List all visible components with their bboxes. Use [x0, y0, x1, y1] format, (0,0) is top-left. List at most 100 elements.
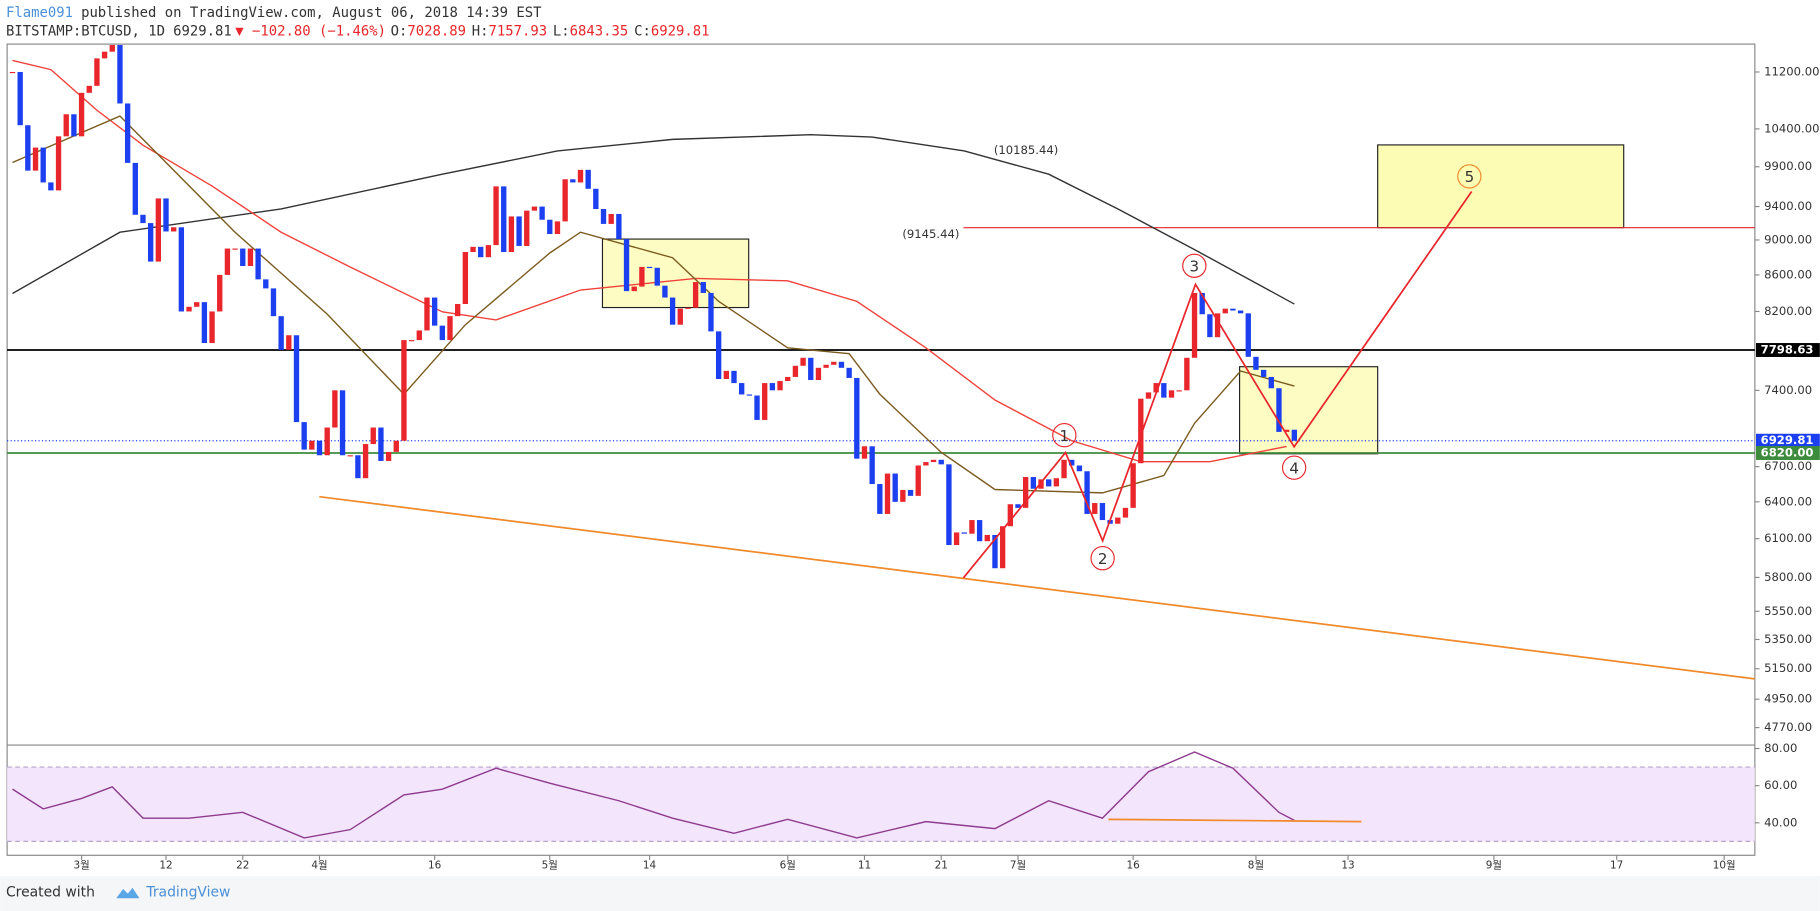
published-text: published on TradingView.com, August 06,…	[81, 5, 542, 21]
candle	[355, 455, 361, 479]
candle	[1168, 390, 1175, 398]
candle	[1099, 503, 1106, 521]
candle	[25, 125, 31, 171]
annotations: (9145.44) (10185.44)	[319, 143, 1755, 680]
x-tick-label: 11	[858, 860, 871, 872]
moving-average	[12, 115, 1295, 494]
candle	[278, 316, 284, 350]
candle	[623, 239, 630, 292]
candle	[462, 252, 469, 305]
change: ▼ −102.80 (−1.46%)	[235, 23, 386, 39]
candle	[754, 395, 760, 420]
candle	[762, 383, 768, 420]
candle	[1291, 429, 1297, 441]
x-tick-label: 10월	[1713, 860, 1736, 872]
x-tick-label: 22	[236, 860, 249, 872]
price-label-bg	[1756, 343, 1820, 357]
ohlc-label: H:	[472, 23, 489, 39]
candle	[777, 381, 783, 391]
brand-logo	[116, 887, 140, 899]
candle	[631, 286, 637, 292]
candle	[1260, 369, 1267, 377]
publisher[interactable]: Flame091	[6, 5, 73, 21]
y-tick-label: 9000.00	[1764, 232, 1812, 246]
header-line: Flame091 published on TradingView.com, Au…	[6, 5, 542, 21]
candle	[485, 245, 492, 258]
candle	[1038, 479, 1044, 489]
candle	[854, 377, 860, 459]
candle	[731, 370, 737, 384]
y-tick-label: 11200.00	[1764, 64, 1819, 78]
candle	[1237, 310, 1244, 314]
candle	[570, 179, 576, 183]
ohlc-value: 7157.93	[489, 23, 548, 39]
y-tick-label: 6100.00	[1764, 531, 1812, 545]
x-tick-label: 16	[428, 860, 441, 872]
candle	[669, 297, 676, 325]
candle	[270, 288, 277, 317]
candle	[547, 219, 553, 235]
candle	[1199, 292, 1205, 315]
candle	[455, 304, 461, 317]
candle	[562, 179, 568, 222]
x-tick-label: 4월	[311, 860, 327, 872]
ohlc-value: 6843.35	[570, 23, 629, 39]
target-note-label: (10185.44)	[994, 143, 1058, 157]
candle	[416, 330, 422, 341]
candle	[186, 306, 192, 312]
x-tick-label: 5월	[542, 860, 558, 872]
candle	[309, 440, 315, 450]
candle	[147, 223, 154, 262]
candle	[723, 370, 729, 379]
y-tick-label: 6400.00	[1764, 494, 1812, 508]
x-tick-label: 13	[1341, 860, 1354, 872]
candle	[232, 248, 238, 250]
candle	[1176, 390, 1182, 392]
candle	[930, 459, 937, 463]
y-tick-label: 5350.00	[1764, 632, 1812, 646]
candle	[1046, 479, 1052, 487]
candle	[808, 357, 814, 381]
moving-average	[12, 134, 1295, 305]
candle	[347, 455, 353, 457]
candle	[984, 534, 990, 542]
y-tick-label: 9900.00	[1764, 159, 1812, 173]
wave-label: 5	[1465, 168, 1475, 186]
candle	[708, 292, 714, 332]
candle	[1115, 517, 1121, 524]
candle	[892, 473, 898, 502]
candle	[746, 394, 753, 396]
candle	[900, 489, 906, 502]
candle	[539, 206, 545, 220]
candle	[171, 227, 177, 232]
candle	[370, 427, 376, 445]
candle	[1061, 459, 1067, 479]
x-tick-label: 9월	[1486, 860, 1502, 872]
candle	[593, 188, 599, 210]
candle	[393, 440, 399, 452]
wave-label: 4	[1289, 459, 1299, 477]
candle	[662, 285, 668, 298]
candle	[1138, 398, 1144, 464]
candle	[1207, 314, 1213, 338]
candle	[800, 357, 806, 366]
footer-brand[interactable]: TradingView	[145, 884, 230, 900]
candle	[524, 210, 530, 246]
candle	[877, 484, 883, 514]
y-tick-label: 5550.00	[1764, 604, 1812, 618]
trendline	[319, 495, 1755, 680]
candle	[869, 446, 875, 485]
candle	[332, 390, 338, 428]
candle	[362, 444, 369, 479]
symbol: BITSTAMP:BTCUSD, 1D	[6, 23, 165, 39]
candle	[224, 248, 231, 275]
candle	[1130, 463, 1136, 508]
candle	[992, 534, 998, 569]
candle	[378, 427, 384, 461]
candle	[140, 214, 146, 224]
candle	[385, 451, 392, 461]
candle	[785, 376, 791, 382]
candle	[408, 340, 415, 342]
candle	[1053, 478, 1060, 487]
candle	[1230, 308, 1236, 311]
